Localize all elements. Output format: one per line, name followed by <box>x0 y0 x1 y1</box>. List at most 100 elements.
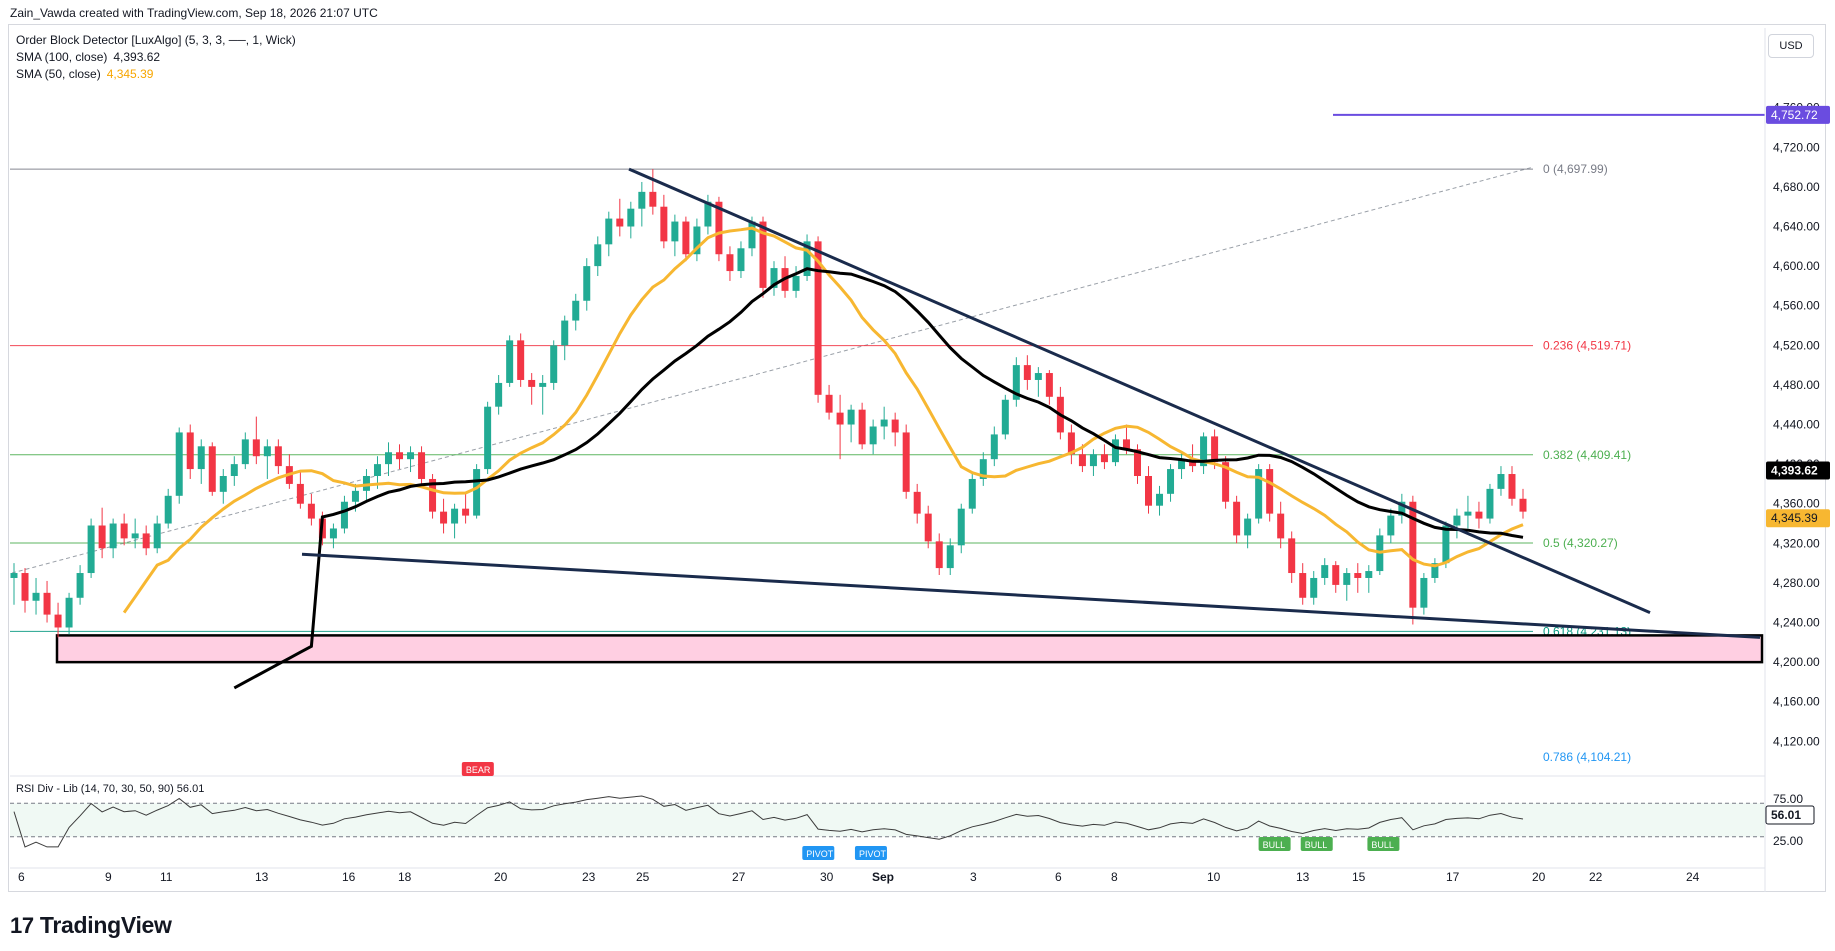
time-tick-label: 27 <box>732 870 746 884</box>
candle-body <box>594 244 602 267</box>
candle-body <box>1310 577 1318 598</box>
last-price-label: 4,393.62 <box>1771 463 1818 477</box>
candle-body <box>1343 573 1351 585</box>
candle-body <box>946 545 954 569</box>
candle-body <box>1299 573 1307 598</box>
candle-body <box>539 382 547 387</box>
candle-body <box>1519 498 1527 512</box>
candle-body <box>616 218 624 227</box>
candle-body <box>87 525 95 574</box>
candle-body <box>1420 577 1428 608</box>
legend-sma100-value: 4,393.62 <box>113 50 161 64</box>
candle-body <box>1321 565 1329 578</box>
price-tick-label: 4,240.00 <box>1773 616 1820 630</box>
candle-body <box>517 340 525 380</box>
candle-body <box>307 503 315 519</box>
time-tick-label: 30 <box>820 870 834 884</box>
candle-body <box>98 525 106 549</box>
time-tick-label: 15 <box>1352 870 1366 884</box>
candle-body <box>197 446 205 470</box>
candle-body <box>605 218 613 245</box>
rsi-signal-label: PIVOT <box>859 849 887 859</box>
rsi-label: RSI Div - Lib (14, 70, 30, 50, 90) 56.01 <box>16 783 204 795</box>
candle-body <box>561 320 569 346</box>
rsi-band <box>10 803 1765 837</box>
price-tick-label: 4,640.00 <box>1773 220 1820 234</box>
candle-body <box>1497 474 1505 489</box>
order-block-zone <box>55 634 1764 664</box>
candle-body <box>1387 515 1395 536</box>
tradingview-brand-text: TradingView <box>39 912 172 938</box>
created-by-text: Zain_Vawda created with TradingView.com,… <box>10 6 378 20</box>
price-tick-label: 4,720.00 <box>1773 140 1820 154</box>
candle-body <box>373 464 381 477</box>
candle-body <box>858 409 866 445</box>
candle-body <box>1156 493 1164 506</box>
candle-body <box>990 434 998 460</box>
fib-level-label: 0 (4,697.99) <box>1543 162 1608 176</box>
candle-body <box>924 513 932 542</box>
candle-body <box>1398 501 1406 516</box>
price-tick-label: 4,160.00 <box>1773 695 1820 709</box>
candle-body <box>803 241 811 277</box>
candle-body <box>979 459 987 479</box>
candle-body <box>638 191 646 209</box>
candle-body <box>10 573 18 578</box>
price-tick-label: 4,520.00 <box>1773 338 1820 352</box>
time-tick-label: 13 <box>1296 870 1310 884</box>
candle-body <box>1078 454 1086 467</box>
descending-support-trendline <box>301 552 1761 639</box>
legend-sma50-value: 4,345.39 <box>106 67 154 81</box>
candle-body <box>715 201 723 255</box>
candle-body <box>186 432 194 470</box>
rsi-value-label-bg <box>1765 805 1815 825</box>
currency-button[interactable]: USD <box>1768 34 1814 58</box>
candle-body <box>1178 459 1186 470</box>
price-tick-label: 4,600.00 <box>1773 259 1820 273</box>
candle-body <box>440 511 448 524</box>
candle-body <box>1365 571 1373 578</box>
price-tick-label: 4,360.00 <box>1773 497 1820 511</box>
candle-body <box>274 446 282 467</box>
time-tick-label: 11 <box>160 870 173 884</box>
candle-body <box>1001 399 1009 435</box>
candle-body <box>76 573 84 598</box>
rsi-signal-badge <box>1258 837 1291 851</box>
price-chart[interactable]: 0 (4,697.99) 0.236 (4,519.71) 0.382 (4,409… <box>0 0 1835 900</box>
candle-body <box>396 452 404 460</box>
legend-sma100[interactable]: SMA (100, close) 4,393.62 <box>16 50 160 64</box>
time-tick-label: 13 <box>255 870 269 884</box>
candle-body <box>43 592 51 615</box>
rsi-tick-label: 25.00 <box>1773 834 1803 848</box>
rsi-signal-badge <box>1300 837 1333 851</box>
candle-body <box>572 300 580 321</box>
legend-sma100-label: SMA (100, close) <box>16 50 108 64</box>
candle-body <box>1122 439 1130 450</box>
time-tick-label: 25 <box>636 870 650 884</box>
candle-body <box>384 452 392 465</box>
candle-body <box>583 266 591 301</box>
candle-body <box>1200 436 1208 467</box>
price-tick-label: 4,320.00 <box>1773 536 1820 550</box>
legend-sma50[interactable]: SMA (50, close) 4,345.39 <box>16 67 153 81</box>
candle-body <box>109 523 117 549</box>
candle-body <box>164 495 172 524</box>
price-tick-label: 4,680.00 <box>1773 180 1820 194</box>
candle-body <box>407 452 415 460</box>
candle-body <box>362 476 370 491</box>
time-tick-label: 6 <box>18 870 25 884</box>
candle-body <box>1288 538 1296 574</box>
candle-body <box>462 508 470 516</box>
descending-resistance-trendline <box>628 167 1651 615</box>
candle-body <box>1045 373 1053 397</box>
legend-order-block[interactable]: Order Block Detector [LuxAlgo] (5, 3, 3,… <box>16 33 296 47</box>
legend-sma50-label: SMA (50, close) <box>16 67 101 81</box>
tradingview-logo-icon: 17 <box>10 913 34 938</box>
candle-body <box>880 419 888 427</box>
sma50-price-label-bg <box>1766 509 1830 528</box>
candle-body <box>693 226 701 255</box>
candle-body <box>1277 513 1285 539</box>
time-tick-label: 9 <box>105 870 112 884</box>
candle-body <box>1464 511 1472 516</box>
candle-body <box>913 491 921 514</box>
